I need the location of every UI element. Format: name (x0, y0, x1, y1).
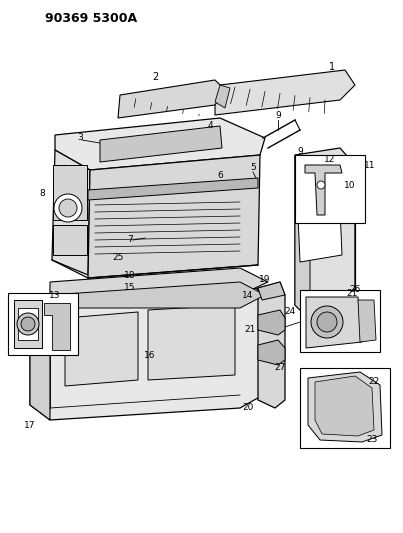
Polygon shape (295, 155, 310, 320)
Text: 23: 23 (366, 435, 378, 445)
Polygon shape (18, 308, 38, 340)
Text: 18: 18 (124, 271, 136, 279)
Text: 12: 12 (324, 156, 336, 165)
Polygon shape (55, 118, 265, 170)
Polygon shape (30, 295, 50, 420)
Text: 21: 21 (244, 326, 256, 335)
Bar (8, 293, 78, 355)
Polygon shape (50, 268, 268, 295)
Text: 16: 16 (144, 351, 156, 359)
Polygon shape (30, 282, 272, 420)
Polygon shape (14, 300, 42, 348)
Text: 26: 26 (349, 286, 361, 295)
Polygon shape (258, 340, 285, 365)
Polygon shape (258, 310, 285, 335)
Text: 3: 3 (77, 133, 83, 142)
Text: 21: 21 (346, 288, 358, 297)
Polygon shape (315, 376, 374, 436)
Text: 90369 5300A: 90369 5300A (45, 12, 137, 25)
Polygon shape (65, 312, 138, 386)
Polygon shape (118, 80, 225, 118)
Polygon shape (215, 70, 355, 115)
Text: 25: 25 (112, 254, 124, 262)
Text: 24: 24 (285, 308, 296, 317)
Text: 4: 4 (207, 122, 213, 131)
Polygon shape (306, 297, 362, 348)
Polygon shape (215, 85, 230, 108)
Text: 13: 13 (49, 292, 61, 301)
Text: 7: 7 (127, 236, 133, 245)
Text: 11: 11 (364, 160, 376, 169)
Polygon shape (88, 178, 258, 200)
Polygon shape (44, 303, 70, 350)
Circle shape (54, 194, 82, 222)
Polygon shape (258, 282, 285, 300)
Text: 9: 9 (297, 148, 303, 157)
Text: 19: 19 (259, 276, 271, 285)
Circle shape (317, 312, 337, 332)
Polygon shape (298, 208, 342, 262)
Polygon shape (100, 126, 222, 162)
Text: 10: 10 (344, 181, 356, 190)
Text: 2: 2 (152, 72, 158, 82)
Polygon shape (258, 282, 285, 408)
Bar (53, 165, 87, 220)
Polygon shape (358, 300, 376, 342)
Bar (300, 290, 380, 352)
Text: 22: 22 (368, 377, 380, 386)
Text: 5: 5 (250, 164, 256, 173)
Polygon shape (88, 155, 260, 278)
Circle shape (59, 199, 77, 217)
Polygon shape (52, 150, 90, 275)
Circle shape (317, 181, 325, 189)
Text: 20: 20 (242, 403, 253, 413)
Polygon shape (308, 372, 382, 442)
Text: 15: 15 (124, 284, 136, 293)
Bar (53, 225, 87, 255)
Text: 1: 1 (329, 62, 335, 72)
Text: 27: 27 (274, 364, 286, 373)
Bar (300, 368, 390, 448)
Circle shape (17, 313, 39, 335)
Bar (295, 155, 365, 223)
Circle shape (21, 317, 35, 331)
Polygon shape (148, 305, 235, 380)
Text: 8: 8 (39, 189, 45, 198)
Text: 14: 14 (242, 290, 253, 300)
Text: 6: 6 (217, 172, 223, 181)
Circle shape (311, 306, 343, 338)
Polygon shape (305, 165, 342, 215)
Text: 17: 17 (24, 421, 36, 430)
Polygon shape (50, 282, 265, 308)
Text: 9: 9 (275, 111, 281, 120)
Polygon shape (295, 148, 355, 320)
